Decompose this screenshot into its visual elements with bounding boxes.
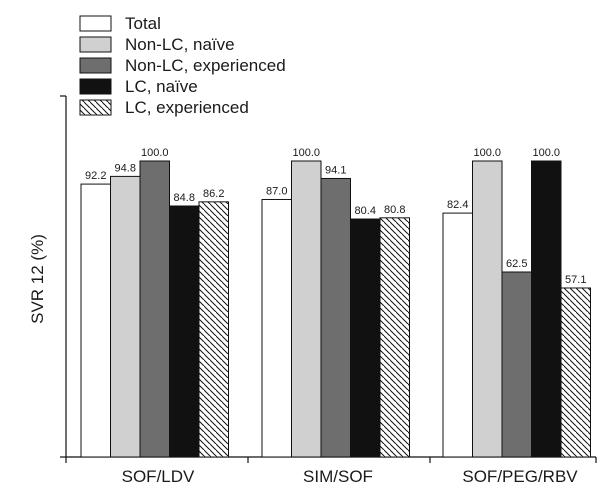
legend-label-1: Total bbox=[125, 14, 161, 33]
data-label: 100.0 bbox=[292, 147, 320, 159]
data-label: 57.1 bbox=[565, 274, 586, 286]
bar-sof-ldv-series-2 bbox=[110, 175, 141, 458]
data-label: 86.2 bbox=[203, 188, 224, 200]
legend-swatch-2 bbox=[79, 36, 112, 53]
data-label: 84.8 bbox=[174, 192, 195, 204]
bar-sof-peg-rbv-series-2 bbox=[472, 160, 503, 458]
bar-sof-ldv-series-5 bbox=[198, 201, 229, 458]
data-label: 82.4 bbox=[447, 199, 468, 211]
data-label: 92.2 bbox=[85, 170, 106, 182]
bar-sof-peg-rbv-series-1 bbox=[442, 212, 473, 458]
data-label: 80.8 bbox=[384, 204, 405, 216]
bar-sof-ldv-series-1 bbox=[80, 183, 111, 458]
legend-swatch-5 bbox=[79, 99, 112, 116]
bar-sim-sof-series-1 bbox=[261, 198, 292, 458]
data-label: 80.4 bbox=[355, 205, 376, 217]
bar-sof-peg-rbv-series-4 bbox=[531, 160, 562, 458]
legend-label-5: LC, experienced bbox=[125, 98, 249, 117]
legend-label-4: LC, naïve bbox=[125, 77, 198, 96]
data-label: 100.0 bbox=[532, 147, 560, 159]
legend-label-2: Non-LC, naïve bbox=[125, 35, 235, 54]
data-label: 100.0 bbox=[141, 147, 169, 159]
bar-sof-ldv-series-3 bbox=[139, 160, 170, 458]
legend-label-3: Non-LC, experienced bbox=[125, 56, 286, 75]
data-label: 62.5 bbox=[506, 258, 527, 270]
bar-sof-ldv-series-4 bbox=[169, 205, 200, 458]
legend-swatch-1 bbox=[79, 15, 112, 32]
legend-swatch-4 bbox=[79, 78, 112, 95]
x-tick-label-1: SOF/LDV bbox=[122, 467, 195, 486]
data-labels: 92.2 87.0 82.4 94.8 100.0 100.0 100.0 94.1 62.5 8… bbox=[85, 147, 586, 286]
bar-sof-peg-rbv-series-5 bbox=[560, 287, 591, 458]
bars bbox=[80, 160, 591, 458]
bar-sim-sof-series-3 bbox=[320, 177, 351, 458]
legend-swatch-3 bbox=[79, 57, 112, 74]
data-label: 100.0 bbox=[473, 147, 501, 159]
legend: Total Non-LC, naïve Non-LC, experienced LC,… bbox=[79, 14, 286, 117]
axes: SOF/LDV SIM/SOF SOF/PEG/RBV bbox=[60, 95, 597, 486]
bar-sim-sof-series-4 bbox=[350, 218, 381, 458]
data-label: 94.1 bbox=[325, 164, 346, 176]
data-label: 87.0 bbox=[266, 185, 287, 197]
bar-sim-sof-series-2 bbox=[291, 160, 322, 458]
x-tick-label-2: SIM/SOF bbox=[303, 467, 373, 486]
bar-sim-sof-series-5 bbox=[379, 217, 410, 458]
x-tick-label-3: SOF/PEG/RBV bbox=[462, 467, 578, 486]
data-label: 94.8 bbox=[115, 162, 136, 174]
y-axis-title: SVR 12 (%) bbox=[28, 234, 47, 324]
bar-sof-peg-rbv-series-3 bbox=[501, 271, 532, 458]
